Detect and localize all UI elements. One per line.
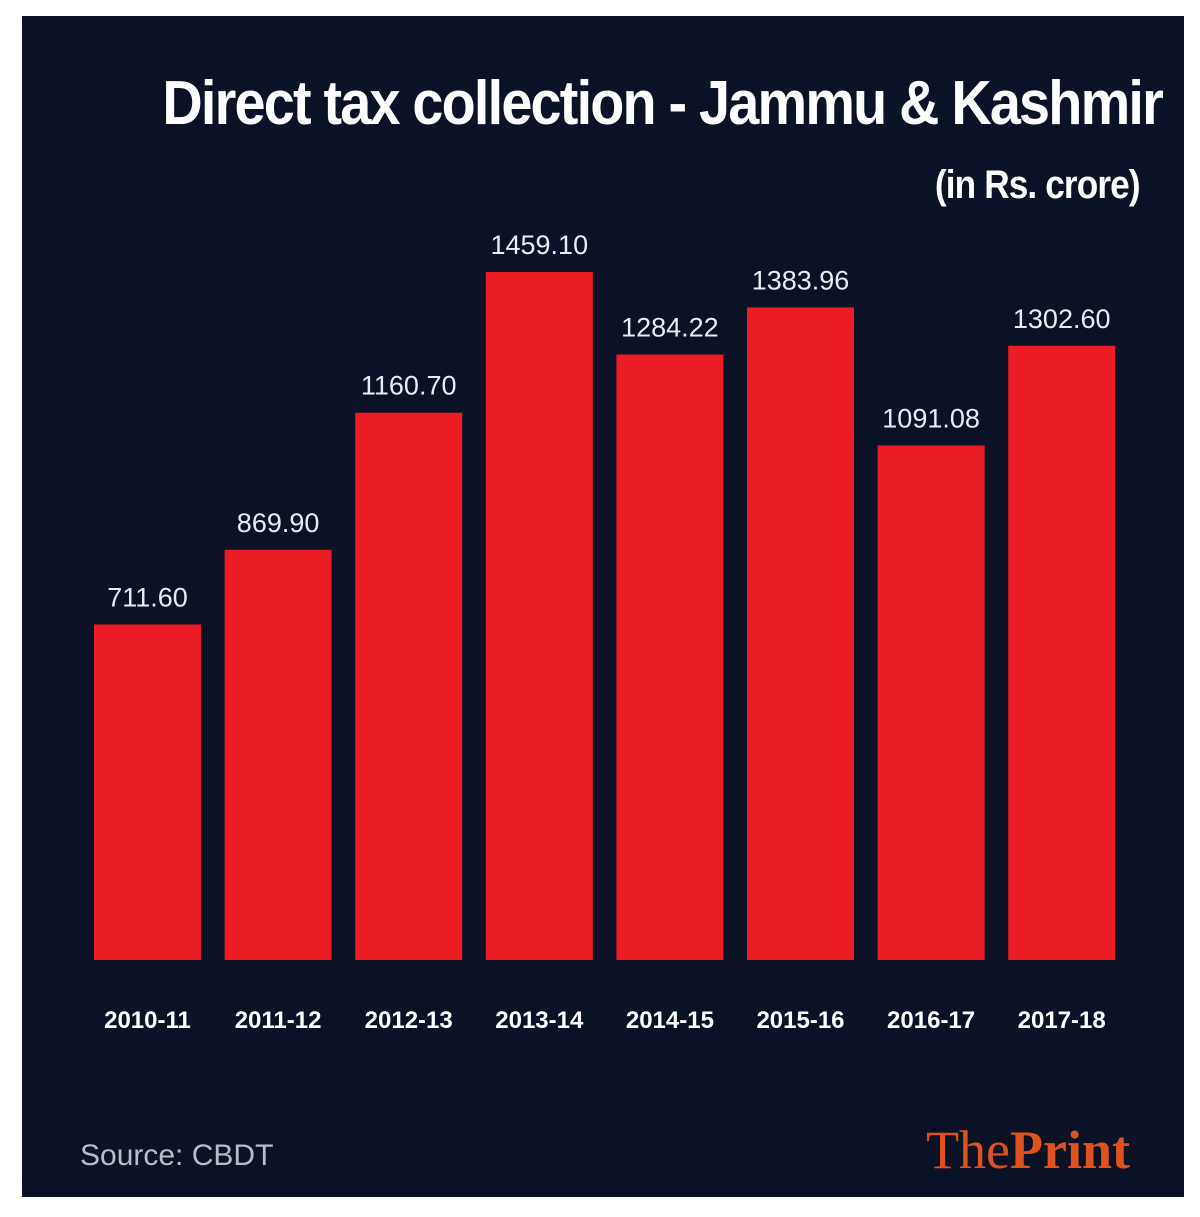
x-tick-label: 2012-13: [365, 1007, 453, 1034]
chart-title: Direct tax collection - Jammu & Kashmir: [162, 69, 1163, 138]
bar-2016-17: [877, 445, 985, 960]
data-label: 1160.70: [361, 371, 457, 401]
chart-subtitle: (in Rs. crore): [935, 163, 1141, 207]
x-tick-label: 2015-16: [756, 1007, 844, 1034]
source-note: Source: CBDT: [80, 1139, 274, 1172]
bar-2015-16: [747, 307, 854, 960]
x-tick-label: 2017-18: [1018, 1007, 1106, 1034]
bar-2010-11: [94, 624, 201, 960]
data-label: 1459.10: [490, 230, 588, 260]
data-label: 711.60: [107, 582, 188, 612]
x-tick-label: 2011-12: [235, 1007, 322, 1034]
chart-panel: [22, 16, 1184, 1197]
brand-logo-the: The: [926, 1120, 1011, 1180]
bar-2013-14: [485, 272, 593, 960]
brand-logo-print: Print: [1010, 1120, 1130, 1180]
data-label: 869.90: [237, 508, 320, 538]
bar-2011-12: [224, 549, 332, 960]
bar-2014-15: [616, 354, 724, 960]
data-label: 1091.08: [882, 404, 980, 434]
data-label: 1302.60: [1013, 304, 1111, 334]
x-tick-label: 2016-17: [887, 1007, 975, 1034]
bar-2012-13: [355, 412, 463, 960]
x-tick-label: 2014-15: [626, 1007, 714, 1034]
bar-2017-18: [1008, 345, 1116, 960]
x-tick-label: 2013-14: [495, 1007, 584, 1034]
x-tick-label: 2010-11: [104, 1007, 191, 1034]
data-label: 1284.22: [621, 312, 719, 342]
brand-logo: ThePrint: [926, 1120, 1130, 1180]
data-label: 1383.96: [752, 265, 850, 295]
